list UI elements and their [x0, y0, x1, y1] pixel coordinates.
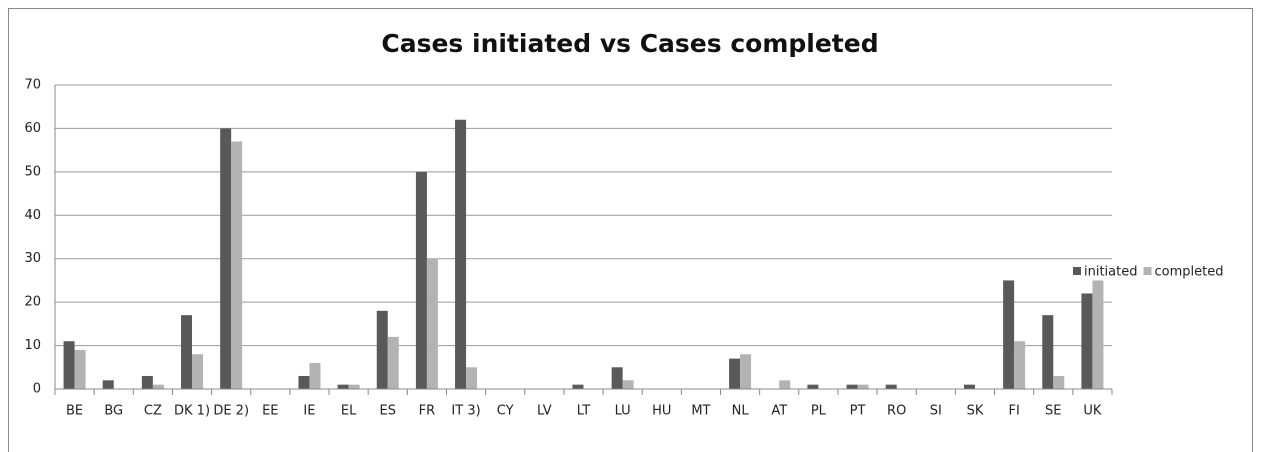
bar: [387, 336, 399, 389]
bar: [729, 358, 741, 389]
legend-label: completed: [1155, 265, 1224, 280]
x-tick-label: ES: [380, 404, 396, 419]
bar: [152, 384, 164, 389]
bar: [63, 341, 75, 389]
bar: [1053, 375, 1065, 389]
x-tick-label: AT: [771, 404, 787, 419]
bar: [1014, 341, 1026, 389]
bar: [572, 384, 584, 389]
x-tick-label: EL: [341, 404, 357, 419]
x-tick-label: FI: [1008, 404, 1019, 419]
x-tick-label: DK 1): [174, 404, 210, 419]
bar: [857, 384, 869, 389]
bar: [337, 384, 349, 389]
bar: [779, 380, 791, 389]
x-tick-label: NL: [732, 404, 750, 419]
x-tick-label: RO: [887, 404, 906, 419]
bar: [846, 384, 858, 389]
y-tick-label: 50: [24, 164, 41, 179]
x-tick-label: LV: [537, 404, 552, 419]
bar: [376, 310, 388, 389]
x-tick-label: CY: [497, 404, 514, 419]
bar: [1092, 280, 1104, 389]
bar: [102, 380, 114, 389]
bar: [220, 128, 232, 389]
y-tick-label: 0: [33, 382, 41, 397]
bar: [1081, 293, 1093, 389]
bar: [1003, 280, 1015, 389]
legend-swatch: [1073, 267, 1081, 275]
x-tick-label: UK: [1083, 404, 1102, 419]
x-tick-label: LU: [615, 404, 631, 419]
y-tick-label: 40: [24, 208, 41, 223]
y-tick-label: 60: [24, 121, 41, 136]
y-tick-label: 10: [24, 338, 41, 353]
bar: [309, 362, 321, 389]
x-tick-label: FR: [419, 404, 436, 419]
bar: [963, 384, 975, 389]
bar: [415, 171, 427, 389]
bar: [466, 367, 478, 389]
x-tick-label: HU: [652, 404, 671, 419]
legend-label: initiated: [1084, 265, 1138, 280]
bar: [611, 367, 623, 389]
bar: [807, 384, 819, 389]
bar: [455, 119, 467, 389]
bar: [74, 349, 86, 389]
legend-swatch: [1143, 267, 1152, 275]
bar: [181, 315, 193, 389]
x-tick-label: CZ: [144, 404, 162, 419]
bar: [426, 258, 438, 389]
x-tick-label: BG: [104, 404, 123, 419]
x-tick-label: PT: [850, 404, 866, 419]
bar: [740, 354, 752, 389]
chart-frame: [8, 8, 1253, 452]
bar: [298, 375, 310, 389]
bar: [885, 384, 897, 389]
x-tick-label: SI: [930, 404, 942, 419]
x-tick-label: IT 3): [451, 404, 480, 419]
y-tick-label: 30: [24, 251, 41, 266]
bar: [1042, 315, 1054, 389]
x-tick-label: SE: [1045, 404, 1061, 419]
x-tick-label: MT: [691, 404, 710, 419]
bar: [231, 141, 243, 389]
bar: [192, 354, 204, 389]
y-tick-label: 70: [24, 78, 41, 93]
bar: [141, 375, 153, 389]
x-tick-label: SK: [967, 404, 984, 419]
y-tick-label: 20: [24, 295, 41, 310]
x-tick-label: LT: [577, 404, 590, 419]
x-tick-label: PL: [811, 404, 827, 419]
x-tick-label: IE: [303, 404, 315, 419]
x-tick-label: DE 2): [213, 404, 249, 419]
x-tick-label: EE: [262, 404, 278, 419]
bar: [622, 380, 634, 389]
x-tick-label: BE: [66, 404, 83, 419]
chart-title: Cases initiated vs Cases completed: [381, 29, 878, 58]
bar: [348, 384, 360, 389]
